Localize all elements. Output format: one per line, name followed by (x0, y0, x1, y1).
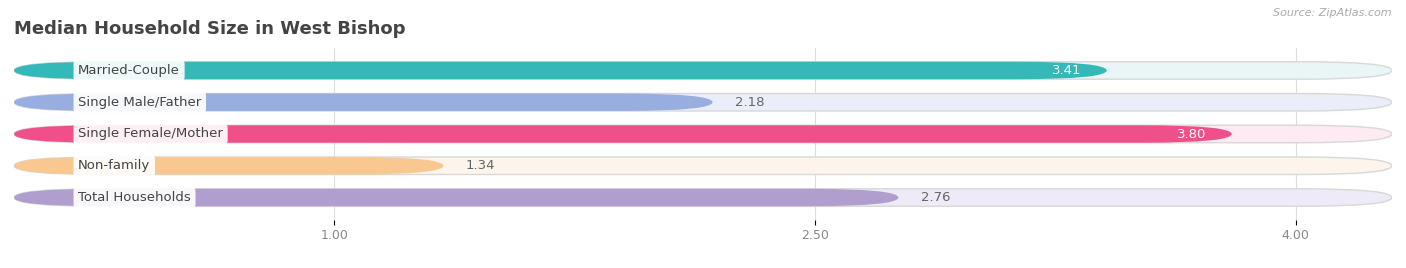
Text: Married-Couple: Married-Couple (79, 64, 180, 77)
Text: Total Households: Total Households (79, 191, 191, 204)
Text: 3.41: 3.41 (1052, 64, 1081, 77)
FancyBboxPatch shape (14, 94, 713, 111)
Text: Source: ZipAtlas.com: Source: ZipAtlas.com (1274, 8, 1392, 18)
FancyBboxPatch shape (14, 157, 1392, 174)
Text: 3.80: 3.80 (1177, 128, 1206, 140)
FancyBboxPatch shape (14, 62, 1392, 79)
Text: 1.34: 1.34 (465, 159, 495, 172)
Text: Median Household Size in West Bishop: Median Household Size in West Bishop (14, 20, 405, 38)
Text: Non-family: Non-family (79, 159, 150, 172)
FancyBboxPatch shape (14, 157, 443, 174)
Text: Single Female/Mother: Single Female/Mother (79, 128, 224, 140)
FancyBboxPatch shape (14, 189, 1392, 206)
FancyBboxPatch shape (14, 125, 1232, 143)
Text: 2.18: 2.18 (735, 96, 765, 109)
Text: 2.76: 2.76 (921, 191, 950, 204)
FancyBboxPatch shape (14, 94, 1392, 111)
Text: Single Male/Father: Single Male/Father (79, 96, 201, 109)
FancyBboxPatch shape (14, 189, 898, 206)
FancyBboxPatch shape (14, 125, 1392, 143)
FancyBboxPatch shape (14, 62, 1107, 79)
